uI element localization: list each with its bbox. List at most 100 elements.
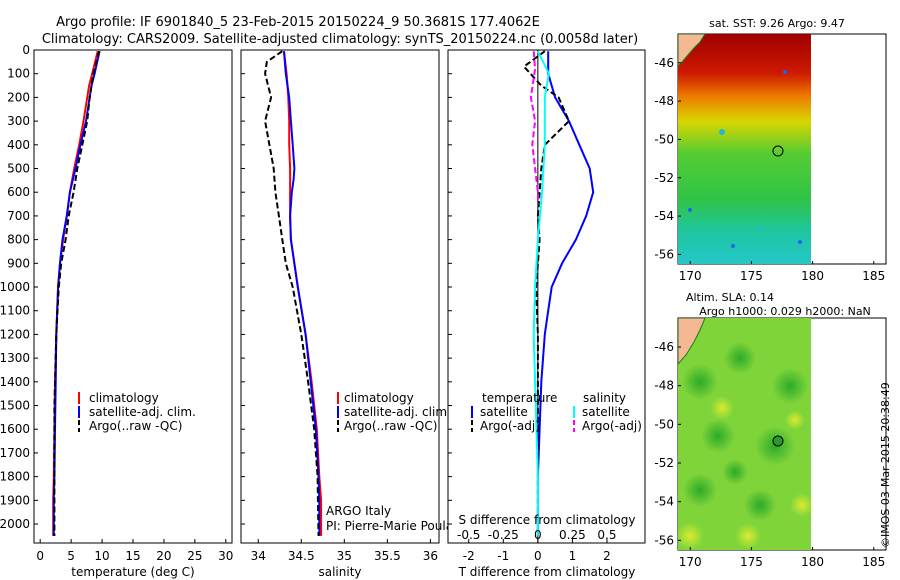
- sla-eddy-1: [682, 364, 718, 400]
- sla-map-panel: Altim. SLA: 0.14 Argo h1000: 0.029 h2000…: [654, 291, 887, 569]
- sla-eddy-2: [724, 342, 756, 374]
- annotation-argo-italy: ARGO Italy: [326, 504, 391, 518]
- map-x-tick-label: 180: [801, 555, 824, 569]
- temperature-axes: 0 5 10 15 20 25 300100200300400500600700800900…: [0, 43, 233, 563]
- map-y-tick-label: -46: [654, 56, 674, 70]
- map-y-tick-label: -54: [654, 495, 674, 509]
- y-tick-label: 700: [7, 209, 30, 223]
- map-y-tick-label: -46: [654, 340, 674, 354]
- legend-label-sal-argo: Argo(-adj): [582, 419, 642, 433]
- x-tick-label: 30: [218, 549, 233, 563]
- x-tick-label: -1: [497, 549, 509, 563]
- y-tick-label: 1200: [0, 327, 30, 341]
- temperature-plot-area: [33, 49, 233, 544]
- map-y-tick-label: -56: [654, 533, 674, 547]
- x-tick-label: 10: [94, 549, 109, 563]
- salinity-axes: 34 34.5 35 35.5 36: [241, 49, 438, 563]
- y-tick-label: 1700: [0, 446, 30, 460]
- map-x-tick-label: 185: [862, 555, 885, 569]
- map-x-tick-label: 170: [679, 555, 702, 569]
- map-x-tick-label: 170: [679, 269, 702, 283]
- map-y-tick-label: -52: [654, 456, 674, 470]
- x-tick-label: 34: [251, 549, 266, 563]
- sst-argo-marker: [772, 145, 784, 157]
- legend-label-climatology: climatology: [344, 391, 414, 405]
- y-tick-label: 0: [22, 43, 30, 57]
- difference-series: [523, 50, 595, 543]
- temperature-panel: 0 5 10 15 20 25 300100200300400500600700800900…: [0, 43, 233, 579]
- sst-landmass: [678, 34, 706, 67]
- map-y-tick-label: -52: [654, 171, 674, 185]
- legend-label-argo: Argo(..raw -QC): [344, 419, 437, 433]
- x-tick-label: 35: [337, 549, 352, 563]
- series-line-temperature-satellite: [536, 51, 595, 536]
- figure-title-line2: Climatology: CARS2009. Satellite-adjuste…: [42, 32, 638, 47]
- sla-eddy-8: [722, 459, 748, 485]
- sla-argo-marker: [772, 435, 784, 447]
- sla-high-3: [735, 523, 761, 549]
- sla-eddy-7: [744, 489, 776, 521]
- sst-map-axes: 170 175 180 185 -46 -48 -50 -52 -54 -56: [654, 56, 885, 283]
- sst-field: [678, 34, 811, 264]
- difference-panel: -2 -1 0 1 2 -0.5 -0.25 0 0.25 0.5 S difference fr…: [447, 49, 646, 579]
- map-y-tick-label: -54: [654, 209, 674, 223]
- sla-high-1: [710, 396, 734, 420]
- y-tick-label: 1400: [0, 375, 30, 389]
- annotation-pi: PI: Pierre-Marie Poulain: [326, 519, 464, 533]
- y-tick-label: 100: [7, 67, 30, 81]
- sst-speck-5: [688, 208, 692, 212]
- map-y-tick-label: -50: [654, 417, 674, 431]
- sla-eddy-5: [755, 426, 795, 466]
- sla-high-4: [790, 493, 814, 517]
- x2-tick-label: -0.25: [488, 528, 519, 542]
- y-tick-label: 900: [7, 256, 30, 270]
- sla-eddy-6: [683, 473, 717, 507]
- map-y-tick-label: -50: [654, 132, 674, 146]
- salinity-plot-area: [240, 49, 440, 544]
- map-x-tick-label: 180: [801, 269, 824, 283]
- salinity-panel: 34 34.5 35 35.5 36 salinity climatology sate…: [240, 49, 464, 579]
- sla-high-5: [785, 410, 805, 430]
- series-line-argo-raw-qc-: [264, 50, 320, 536]
- y-tick-label: 1500: [0, 399, 30, 413]
- y-tick-label: 1800: [0, 470, 30, 484]
- x-tick-label: -2: [463, 549, 475, 563]
- y-tick-label: 200: [7, 90, 30, 104]
- sst-speck-1: [719, 129, 725, 135]
- legend-label-climatology: climatology: [89, 391, 159, 405]
- temperature-x-axis-label: temperature (deg C): [71, 565, 194, 579]
- temperature-series: [52, 50, 101, 536]
- map-y-tick-label: -56: [654, 247, 674, 261]
- y-tick-label: 2000: [0, 517, 30, 531]
- map-x-tick-label: 175: [740, 555, 763, 569]
- x-tick-label: 0: [36, 549, 44, 563]
- x-tick-label: 20: [156, 549, 171, 563]
- salinity-series: [264, 50, 323, 536]
- difference-legend: temperature salinity satellite Argo(-adj…: [471, 391, 642, 433]
- sst-map-panel: sat. SST: 9.26 Argo: 9.47 170 175 180 185 -4…: [654, 17, 887, 283]
- map-y-tick-label: -48: [654, 379, 674, 393]
- series-line-salinity-satellite: [532, 50, 550, 536]
- y-tick-label: 1900: [0, 493, 30, 507]
- y-tick-label: 1600: [0, 422, 30, 436]
- x-tick-label: 0: [534, 549, 542, 563]
- x-tick-label: 2: [603, 549, 611, 563]
- legend-title-salinity: salinity: [583, 391, 626, 405]
- series-line-satellite-adj-clim-: [283, 51, 321, 536]
- y-tick-label: 1100: [0, 304, 30, 318]
- sst-speck-4: [798, 240, 802, 244]
- y-tick-label: 500: [7, 162, 30, 176]
- x-tick-label: 5: [67, 549, 75, 563]
- y-tick-label: 1000: [0, 280, 30, 294]
- series-line-argo-raw-qc-: [53, 50, 100, 536]
- legend-title-temperature: temperature: [482, 391, 557, 405]
- map-y-tick-label: -48: [654, 94, 674, 108]
- sla-map-axes: 170 175 180 185 -46 -48 -50 -52 -54 -56: [654, 340, 885, 569]
- x-tick-label: 15: [125, 549, 140, 563]
- figure-title-line1: Argo profile: IF 6901840_5 23-Feb-2015 2…: [56, 15, 540, 30]
- sst-map-title: sat. SST: 9.26 Argo: 9.47: [709, 17, 845, 30]
- x-tick-label: 34.5: [288, 549, 315, 563]
- difference-axes: -2 -1 0 1 2 -0.5 -0.25 0 0.25 0.5: [448, 49, 617, 563]
- sla-landmass: [678, 318, 706, 365]
- series-line-temperature-argo-adj-: [523, 50, 570, 536]
